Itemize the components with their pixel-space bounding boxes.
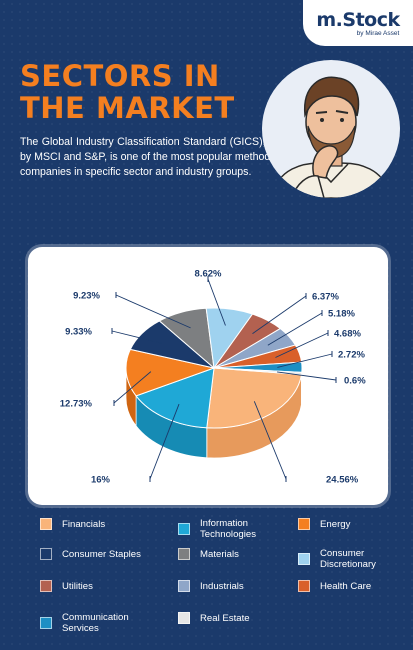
- leader-line: [149, 403, 180, 480]
- leader-line: [275, 332, 329, 358]
- legend-item: Communication Services: [40, 612, 147, 634]
- leader-line: [277, 353, 333, 368]
- chart-legend: Financials Information Technologies Energy…: [40, 512, 400, 642]
- data-label: 12.73%: [60, 399, 93, 410]
- data-label: 5.18%: [328, 309, 355, 320]
- legend-label: Communication Services: [62, 612, 129, 634]
- legend-item: Industrials: [178, 580, 285, 592]
- legend-item: Real Estate: [178, 612, 285, 624]
- brand-logo: m.Stock by Mirae Asset: [303, 0, 413, 46]
- description-text: The Global Industry Classification Stand…: [20, 136, 318, 178]
- leader-line: [111, 330, 163, 344]
- title-line-2: THE MARKET: [20, 91, 235, 125]
- pie-slice-financials: [206, 367, 303, 429]
- legend-item: Consumer Discretionary: [298, 548, 405, 570]
- leader-line: [252, 295, 307, 335]
- legend-label: Materials: [200, 548, 239, 560]
- data-label: 4.68%: [334, 329, 361, 340]
- legend-label: Real Estate: [200, 612, 250, 624]
- data-label: 24.56%: [326, 475, 359, 486]
- legend-item: Information Technologies: [178, 518, 285, 540]
- legend-swatch: [178, 523, 190, 535]
- legend-label: Industrials: [200, 580, 244, 592]
- legend-swatch: [178, 548, 190, 560]
- data-label: 9.33%: [65, 327, 92, 338]
- logo-text: m.Stock: [316, 9, 400, 31]
- legend-swatch: [298, 518, 310, 530]
- legend-item: Materials: [178, 548, 285, 560]
- pie-slice-real-estate: [213, 367, 303, 376]
- legend-swatch: [40, 518, 52, 530]
- data-label: 8.62%: [195, 269, 222, 280]
- leader-line: [207, 278, 226, 326]
- legend-label: Consumer Discretionary: [320, 548, 376, 570]
- legend-label: Consumer Staples: [62, 548, 141, 560]
- data-label: 2.72%: [338, 350, 365, 361]
- legend-label: Financials: [62, 518, 106, 530]
- legend-item: Energy: [298, 518, 405, 530]
- pie-slice-information-technologies: [135, 367, 215, 429]
- data-label: 6.37%: [312, 292, 339, 303]
- legend-label: Health Care: [320, 580, 372, 592]
- page-title: SECTORS IN THE MARKET: [20, 60, 260, 124]
- legend-label: Energy: [320, 518, 351, 530]
- data-label: 16%: [91, 475, 111, 486]
- pie-slice-energy: [125, 348, 216, 397]
- legend-item: Utilities: [40, 580, 147, 592]
- legend-label: Information Technologies: [200, 518, 257, 540]
- leader-line: [267, 312, 323, 346]
- legend-swatch: [178, 612, 190, 624]
- pie-chart: 24.56% 16% 12.73% 9.33% 9.23% 8.62% 6.37% 5.18%…: [60, 269, 366, 486]
- title-line-1: SECTORS IN: [20, 59, 220, 93]
- pie-chart-card: 24.56% 16% 12.73% 9.33% 9.23% 8.62% 6.37% 5.18%…: [28, 247, 388, 505]
- legend-swatch: [178, 580, 190, 592]
- legend-swatch: [298, 580, 310, 592]
- legend-item: Financials: [40, 518, 147, 530]
- leader-line: [113, 371, 152, 404]
- legend-swatch: [40, 617, 52, 629]
- legend-swatch: [40, 548, 52, 560]
- legend-label: Utilities: [62, 580, 93, 592]
- leader-line: [115, 294, 191, 329]
- thinking-man-illustration: [262, 60, 400, 198]
- data-label: 9.23%: [73, 291, 100, 302]
- legend-item: Health Care: [298, 580, 405, 592]
- logo-tagline: by Mirae Asset: [356, 30, 400, 37]
- legend-swatch: [40, 580, 52, 592]
- leader-line: [277, 371, 337, 381]
- leader-line: [253, 401, 287, 480]
- legend-swatch: [298, 553, 310, 565]
- legend-item: Consumer Staples: [40, 548, 147, 560]
- data-label: 0.6%: [344, 376, 366, 387]
